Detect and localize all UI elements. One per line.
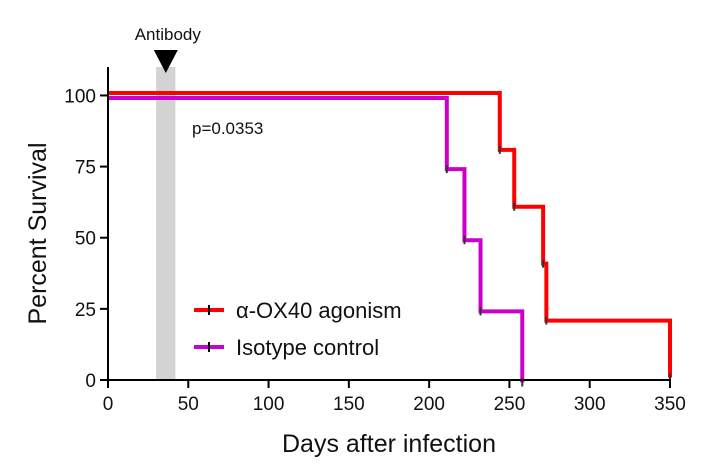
x-tick-label: 300 xyxy=(574,394,606,415)
x-tick-label: 350 xyxy=(654,394,686,415)
y-tick-label: 50 xyxy=(75,229,96,250)
ticks-group: 0 25 50 75 100 0 50 100 150 200 250 300 350 xyxy=(64,86,686,415)
series-line-ox40-agonism xyxy=(108,90,672,378)
x-tick-label: 200 xyxy=(413,394,445,415)
y-axis-title: Percent Survival xyxy=(24,142,52,324)
x-tick-label: 250 xyxy=(494,394,526,415)
antibody-arrow-icon xyxy=(153,50,178,73)
legend-label-isotype: Isotype control xyxy=(236,335,379,360)
antibody-label: Antibody xyxy=(135,25,202,44)
legend: α-OX40 agonism Isotype control xyxy=(194,298,402,360)
antibody-window xyxy=(156,67,176,380)
y-tick-label: 75 xyxy=(75,158,96,179)
y-tick-label: 100 xyxy=(64,86,96,107)
x-tick-label: 100 xyxy=(253,394,285,415)
x-tick-label: 50 xyxy=(178,394,199,415)
legend-label-agonism: α-OX40 agonism xyxy=(236,298,402,323)
x-tick-label: 150 xyxy=(333,394,365,415)
y-tick-label: 0 xyxy=(85,371,96,392)
x-tick-label: 0 xyxy=(103,394,114,415)
y-tick-label: 25 xyxy=(75,300,96,321)
p-value-label: p=0.0353 xyxy=(192,119,263,138)
x-axis-title: Days after infection xyxy=(282,430,496,458)
